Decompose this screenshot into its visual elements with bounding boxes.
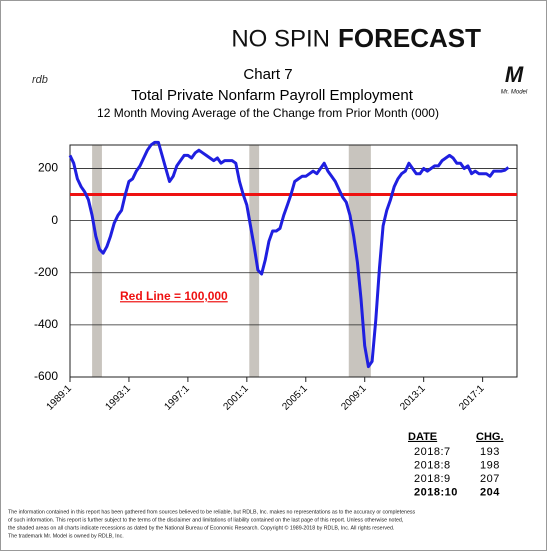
table-header: DATE bbox=[408, 431, 437, 443]
chart-subtitle: Total Private Nonfarm Payroll Employment bbox=[131, 87, 414, 104]
y-tick-label: 0 bbox=[51, 213, 58, 227]
footer-line: of such information. This report is furt… bbox=[8, 517, 403, 523]
y-tick-label: -200 bbox=[34, 265, 58, 279]
recession-band bbox=[92, 145, 102, 377]
footer-line: The information contained in this report… bbox=[8, 509, 416, 515]
plot-frame bbox=[69, 144, 518, 378]
table-cell: 198 bbox=[480, 459, 500, 471]
logo-right: M bbox=[505, 62, 524, 87]
table-cell: 2018:9 bbox=[414, 473, 451, 485]
table-cell: 2018:7 bbox=[414, 446, 451, 458]
logo-caption: Mr. Model bbox=[501, 90, 528, 96]
table: DATE CHG. 2018:7 193 2018:8 198 2018:9 207 2018:… bbox=[408, 431, 504, 499]
table-cell: 2018:10 bbox=[414, 486, 458, 498]
brand-right: FORECAST bbox=[338, 23, 481, 53]
chart-title: Chart 7 bbox=[243, 66, 292, 83]
brand-left: NO SPIN bbox=[231, 25, 330, 52]
footer-line: the shaded areas on all charts indicate … bbox=[8, 524, 394, 531]
table-cell: 193 bbox=[480, 446, 500, 458]
recession-band bbox=[348, 145, 371, 377]
data-line bbox=[68, 140, 510, 369]
table-cell: 2018:8 bbox=[414, 459, 451, 471]
reference-label: Red Line = 100,000 bbox=[120, 289, 228, 303]
recession-band bbox=[249, 145, 260, 377]
y-tick-label: -400 bbox=[34, 317, 58, 331]
y-tick-label: 200 bbox=[38, 161, 58, 175]
y-tick-label: -600 bbox=[34, 369, 58, 383]
footer-line: The trademark Mr. Model is owned by RDLB… bbox=[8, 533, 124, 539]
logo-left: rdb bbox=[32, 74, 48, 86]
table-header: CHG. bbox=[476, 431, 504, 443]
table-cell: 207 bbox=[480, 473, 500, 485]
chart-note: 12 Month Moving Average of the Change fr… bbox=[97, 106, 439, 120]
table-cell: 204 bbox=[480, 486, 500, 498]
footer: The information contained in this report… bbox=[8, 509, 416, 539]
